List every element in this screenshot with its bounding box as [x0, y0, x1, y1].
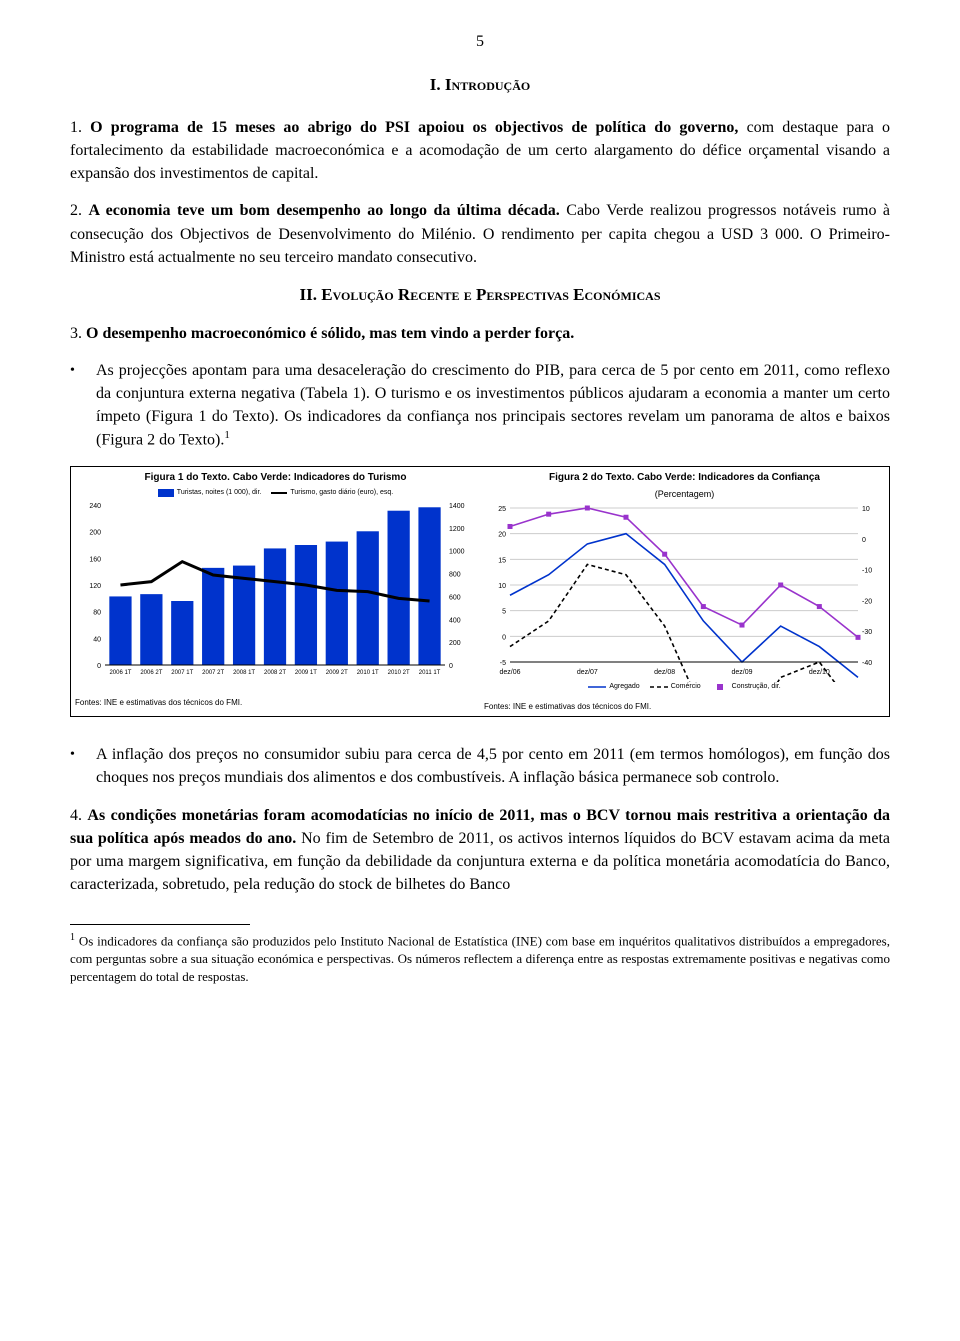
chart-1-svg: 0 40 80 120 160 200 240 0 200 400 600 800 1000 1200 14… — [75, 501, 475, 691]
svg-text:2010 1T: 2010 1T — [357, 670, 379, 676]
para1-lead: O programa de 15 meses ao abrigo do PSI … — [90, 119, 738, 136]
chart-2-subtitle: (Percentagem) — [484, 488, 885, 501]
svg-text:-10: -10 — [862, 568, 872, 575]
svg-text:dez/08: dez/08 — [654, 669, 675, 676]
bullet-mark-icon: • — [70, 743, 96, 765]
footnote-text: Os indicadores da confiança são produzid… — [70, 934, 890, 984]
para1-num: 1. — [70, 119, 90, 136]
para3-num: 3. — [70, 325, 86, 342]
svg-text:160: 160 — [89, 556, 101, 563]
svg-text:0: 0 — [862, 537, 866, 544]
svg-text:-5: -5 — [500, 660, 506, 667]
svg-text:-40: -40 — [862, 660, 872, 667]
svg-text:800: 800 — [449, 571, 461, 578]
bullet-2-text: A inflação dos preços no consumidor subi… — [96, 743, 890, 789]
svg-text:dez/09: dez/09 — [731, 669, 752, 676]
svg-text:1000: 1000 — [449, 548, 465, 555]
svg-text:10: 10 — [862, 506, 870, 513]
svg-text:400: 400 — [449, 617, 461, 624]
svg-text:dez/06: dez/06 — [499, 669, 520, 676]
svg-text:10: 10 — [498, 583, 506, 590]
svg-text:40: 40 — [93, 636, 101, 643]
svg-text:2009 2T: 2009 2T — [326, 670, 348, 676]
svg-text:200: 200 — [89, 529, 101, 536]
svg-text:1200: 1200 — [449, 525, 465, 532]
svg-text:80: 80 — [93, 609, 101, 616]
svg-text:15: 15 — [498, 558, 506, 565]
chart2-legend-0: Agregado — [609, 682, 639, 692]
svg-text:240: 240 — [89, 503, 101, 510]
bullet-2: • A inflação dos preços no consumidor su… — [70, 743, 890, 789]
chart-2-svg: -5 0 5 10 15 20 25 -40 -30 -20 -10 0 10 dez/06 dez/07 d… — [484, 504, 884, 682]
svg-text:2010 2T: 2010 2T — [388, 670, 410, 676]
svg-text:2008 1T: 2008 1T — [233, 670, 255, 676]
footnote-rule — [70, 924, 250, 925]
chart-1-legend: Turistas, noites (1 000), dir. Turismo, … — [75, 488, 476, 498]
svg-text:-30: -30 — [862, 630, 872, 637]
chart2-legend-2: Construção, dir. — [732, 682, 781, 692]
paragraph-1: 1. O programa de 15 meses ao abrigo do P… — [70, 116, 890, 186]
paragraph-2: 2. A economia teve um bom desempenho ao … — [70, 199, 890, 269]
chart-2-source: Fontes: INE e estimativas dos técnicos d… — [484, 701, 885, 713]
svg-text:20: 20 — [498, 532, 506, 539]
svg-text:25: 25 — [498, 506, 506, 513]
svg-text:200: 200 — [449, 640, 461, 647]
footnote-ref-1: 1 — [224, 429, 230, 441]
chart-2-legend: Agregado Comércio Construção, dir. — [484, 682, 885, 692]
chart-1-title: Figura 1 do Texto. Cabo Verde: Indicador… — [75, 471, 476, 486]
svg-text:2006 1T: 2006 1T — [109, 670, 131, 676]
paragraph-3: 3. O desempenho macroeconómico é sólido,… — [70, 322, 890, 345]
svg-text:2009 1T: 2009 1T — [295, 670, 317, 676]
para4-num: 4. — [70, 807, 87, 824]
section-2-heading: II. Evolução Recente e Perspectivas Econ… — [70, 283, 890, 308]
svg-text:600: 600 — [449, 594, 461, 601]
para2-lead: A economia teve um bom desempenho ao lon… — [88, 202, 559, 219]
chart2-legend-1: Comércio — [671, 682, 701, 692]
svg-text:2006 2T: 2006 2T — [140, 670, 162, 676]
svg-text:dez/10: dez/10 — [809, 669, 830, 676]
chart-2: Figura 2 do Texto. Cabo Verde: Indicador… — [484, 471, 885, 712]
chart1-legend-0: Turistas, noites (1 000), dir. — [177, 488, 262, 498]
charts-row: Figura 1 do Texto. Cabo Verde: Indicador… — [70, 466, 890, 717]
svg-text:2007 1T: 2007 1T — [171, 670, 193, 676]
footnote-1: 1 Os indicadores da confiança são produz… — [70, 931, 890, 985]
svg-text:5: 5 — [502, 609, 506, 616]
para3-lead: O desempenho macroeconómico é sólido, ma… — [86, 325, 574, 342]
svg-text:2008 2T: 2008 2T — [264, 670, 286, 676]
svg-text:0: 0 — [97, 663, 101, 670]
svg-text:2007 2T: 2007 2T — [202, 670, 224, 676]
svg-text:dez/07: dez/07 — [577, 669, 598, 676]
section-1-heading: I. Introdução — [70, 73, 890, 98]
svg-text:-20: -20 — [862, 599, 872, 606]
svg-text:0: 0 — [449, 663, 453, 670]
bullet-1-text: As projecções apontam para uma desaceler… — [96, 359, 890, 452]
svg-text:2011 1T: 2011 1T — [419, 670, 441, 676]
page-number: 5 — [70, 30, 890, 53]
paragraph-4: 4. As condições monetárias foram acomoda… — [70, 804, 890, 897]
chart-1-source: Fontes: INE e estimativas dos técnicos d… — [75, 697, 476, 709]
chart1-legend-1: Turismo, gasto diário (euro), esq. — [290, 488, 393, 498]
chart-1: Figura 1 do Texto. Cabo Verde: Indicador… — [75, 471, 476, 712]
bullet-1: • As projecções apontam para uma desacel… — [70, 359, 890, 452]
para2-num: 2. — [70, 202, 88, 219]
svg-text:120: 120 — [89, 583, 101, 590]
svg-text:1400: 1400 — [449, 503, 465, 510]
bullet-mark-icon: • — [70, 359, 96, 381]
svg-text:0: 0 — [502, 635, 506, 642]
chart-2-title: Figura 2 do Texto. Cabo Verde: Indicador… — [484, 471, 885, 486]
